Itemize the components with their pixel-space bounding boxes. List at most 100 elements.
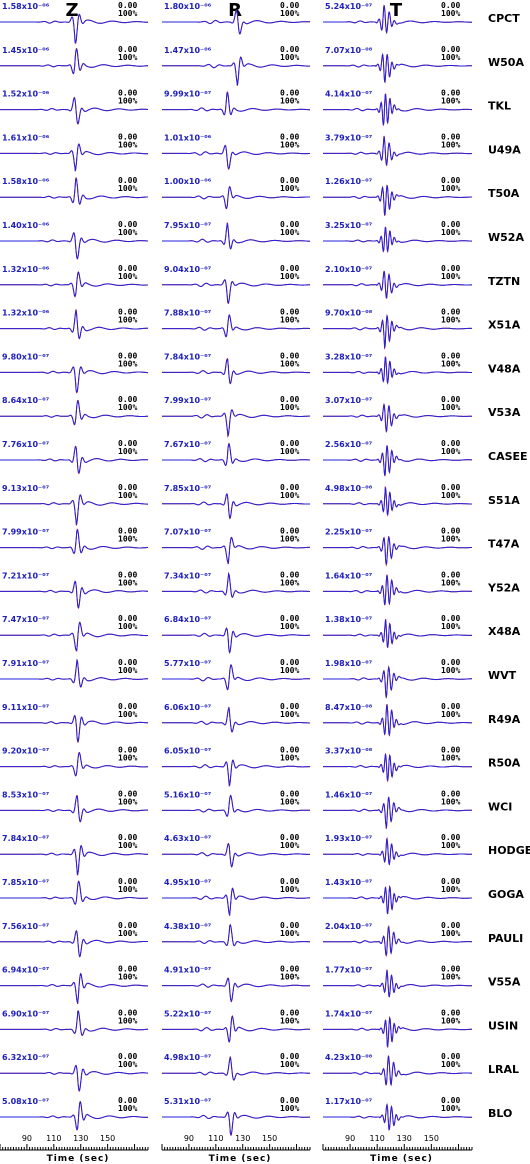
- fit-value: 0.00: [280, 132, 299, 141]
- fit-percent: 100%: [441, 797, 460, 806]
- synthetic-trace: [0, 972, 148, 1004]
- time-tick-label: 90: [184, 1134, 194, 1143]
- synthetic-trace: [323, 94, 472, 126]
- fit-percent: 100%: [441, 140, 460, 149]
- time-axis-label: Time (sec): [370, 1154, 433, 1164]
- fit-value: 0.00: [280, 527, 299, 536]
- fit-percent: 100%: [441, 754, 460, 763]
- synthetic-trace: [162, 222, 310, 250]
- fit-value: 0.00: [441, 308, 460, 317]
- synthetic-trace: [0, 48, 148, 75]
- peak-amplitude-label: 2.10x10⁻⁰⁷: [325, 265, 373, 274]
- fit-value: 0.00: [441, 570, 460, 579]
- fit-value: 0.00: [118, 264, 137, 273]
- fit-value: 0.00: [441, 439, 460, 448]
- synthetic-trace: [0, 400, 148, 425]
- peak-amplitude-label: 9.70x10⁻⁰⁸: [325, 309, 373, 318]
- station-label: T47A: [488, 538, 520, 551]
- peak-amplitude-label: 8.47x10⁻⁰⁸: [325, 703, 373, 712]
- fit-value: 0.00: [118, 877, 137, 886]
- fit-percent: 100%: [118, 622, 137, 631]
- synthetic-trace: [0, 494, 148, 525]
- fit-percent: 100%: [441, 578, 460, 587]
- fit-percent: 100%: [441, 1060, 460, 1069]
- fit-percent: 100%: [441, 622, 460, 631]
- peak-amplitude-label: 5.22x10⁻⁰⁷: [164, 1009, 212, 1018]
- peak-amplitude-label: 7.76x10⁻⁰⁷: [2, 440, 50, 449]
- synthetic-trace: [162, 1111, 310, 1136]
- peak-amplitude-label: 7.07x10⁻⁰⁸: [325, 46, 373, 55]
- fit-percent: 100%: [441, 929, 460, 938]
- fit-percent: 100%: [441, 666, 460, 675]
- peak-amplitude-label: 5.16x10⁻⁰⁷: [164, 790, 212, 799]
- fit-value: 0.00: [280, 1096, 299, 1105]
- fit-percent: 100%: [280, 578, 299, 587]
- station-label: BLO: [488, 1107, 512, 1120]
- peak-amplitude-label: 4.95x10⁻⁰⁷: [164, 878, 212, 887]
- fit-percent: 100%: [280, 53, 299, 62]
- synthetic-trace: [162, 924, 310, 947]
- fit-percent: 100%: [280, 359, 299, 368]
- synthetic-trace: [0, 1010, 149, 1036]
- fit-percent: 100%: [118, 1104, 137, 1113]
- fit-percent: 100%: [118, 272, 137, 281]
- peak-amplitude-label: 7.91x10⁻⁰⁷: [2, 659, 50, 668]
- fit-value: 0.00: [118, 789, 137, 798]
- peak-amplitude-label: 6.05x10⁻⁰⁷: [164, 747, 212, 756]
- peak-amplitude-label: 1.93x10⁻⁰⁷: [325, 834, 373, 843]
- fit-percent: 100%: [118, 9, 137, 18]
- synthetic-trace: [0, 309, 148, 340]
- peak-amplitude-label: 1.58x10⁻⁰⁶: [2, 177, 50, 186]
- synthetic-trace: [0, 143, 148, 172]
- fit-percent: 100%: [280, 754, 299, 763]
- fit-value: 0.00: [118, 395, 137, 404]
- peak-amplitude-label: 1.38x10⁻⁰⁷: [325, 615, 373, 624]
- synthetic-trace: [162, 794, 310, 817]
- synthetic-trace: [162, 9, 311, 35]
- time-tick-label: 110: [208, 1134, 223, 1143]
- peak-amplitude-label: 7.84x10⁻⁰⁷: [164, 352, 212, 361]
- fit-value: 0.00: [280, 921, 299, 930]
- peak-amplitude-label: 5.08x10⁻⁰⁷: [2, 1097, 50, 1106]
- peak-amplitude-label: 1.64x10⁻⁰⁷: [325, 571, 373, 580]
- peak-amplitude-label: 1.58x10⁻⁰⁶: [2, 2, 50, 11]
- fit-percent: 100%: [441, 841, 460, 850]
- synthetic-trace: [323, 5, 472, 35]
- fit-percent: 100%: [118, 140, 137, 149]
- fit-percent: 100%: [280, 228, 299, 237]
- peak-amplitude-label: 9.11x10⁻⁰⁷: [2, 703, 50, 712]
- synthetic-trace: [162, 92, 310, 116]
- peak-amplitude-label: 1.61x10⁻⁰⁶: [2, 133, 50, 142]
- station-label: TKL: [488, 100, 511, 113]
- synthetic-trace: [162, 493, 310, 519]
- fit-percent: 100%: [280, 1060, 299, 1069]
- fit-percent: 100%: [118, 929, 137, 938]
- peak-amplitude-label: 3.28x10⁻⁰⁷: [325, 352, 373, 361]
- synthetic-trace: [0, 845, 148, 875]
- fit-percent: 100%: [118, 184, 137, 193]
- synthetic-trace: [0, 880, 148, 905]
- synthetic-trace: [323, 885, 472, 915]
- fit-value: 0.00: [118, 614, 137, 623]
- station-label: X51A: [488, 319, 521, 332]
- fit-percent: 100%: [118, 53, 137, 62]
- fit-value: 0.00: [280, 220, 299, 229]
- fit-value: 0.00: [280, 1008, 299, 1017]
- synthetic-trace: [162, 536, 310, 564]
- synthetic-trace: [162, 144, 310, 170]
- synthetic-trace: [323, 445, 472, 477]
- fit-value: 0.00: [441, 45, 460, 54]
- peak-amplitude-label: 2.56x10⁻⁰⁷: [325, 440, 373, 449]
- synthetic-trace: [0, 366, 148, 394]
- peak-amplitude-label: 3.07x10⁻⁰⁷: [325, 396, 373, 405]
- synthetic-trace: [323, 925, 472, 956]
- synthetic-trace: [323, 136, 472, 167]
- peak-amplitude-label: 1.77x10⁻⁰⁷: [325, 966, 373, 975]
- fit-percent: 100%: [280, 973, 299, 982]
- fit-percent: 100%: [118, 710, 137, 719]
- synthetic-trace: [0, 271, 148, 298]
- synthetic-trace: [323, 227, 472, 253]
- fit-value: 0.00: [280, 702, 299, 711]
- fit-percent: 100%: [118, 359, 137, 368]
